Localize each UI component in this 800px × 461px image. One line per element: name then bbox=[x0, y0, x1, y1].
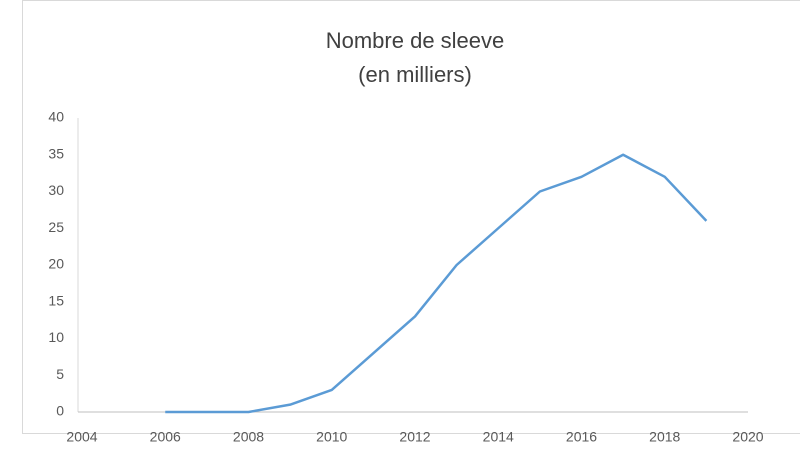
chart-subtitle: (en milliers) bbox=[358, 62, 472, 87]
x-tick-label: 2010 bbox=[316, 429, 347, 445]
y-tick-label: 30 bbox=[48, 182, 64, 198]
x-tick-label: 2014 bbox=[483, 429, 514, 445]
x-tick-label: 2016 bbox=[566, 429, 597, 445]
chart-frame bbox=[22, 0, 800, 434]
y-tick-label: 5 bbox=[56, 366, 64, 382]
x-tick-label: 2006 bbox=[150, 429, 181, 445]
x-tick-label: 2008 bbox=[233, 429, 264, 445]
chart-title: Nombre de sleeve bbox=[326, 28, 505, 53]
y-tick-label: 15 bbox=[48, 292, 64, 308]
x-tick-label: 2012 bbox=[399, 429, 430, 445]
y-tick-label: 0 bbox=[56, 403, 64, 419]
y-tick-label: 25 bbox=[48, 219, 64, 235]
y-tick-label: 20 bbox=[48, 256, 64, 272]
y-tick-label: 40 bbox=[48, 109, 64, 125]
data-line bbox=[165, 153, 708, 414]
x-tick-label: 2018 bbox=[649, 429, 680, 445]
y-tick-label: 35 bbox=[48, 145, 64, 161]
y-tick-label: 10 bbox=[48, 329, 64, 345]
x-tick-label: 2020 bbox=[732, 429, 763, 445]
x-tick-label: 2004 bbox=[66, 429, 97, 445]
